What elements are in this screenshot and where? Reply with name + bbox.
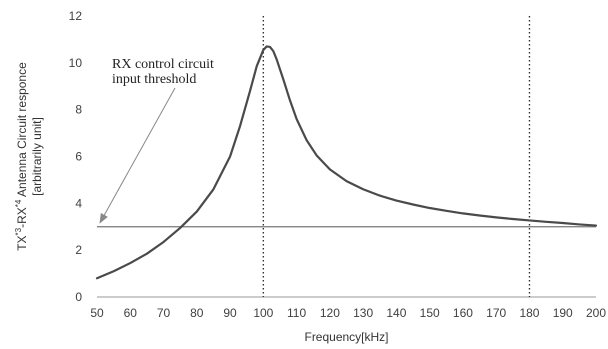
y-tick-label: 2	[75, 243, 82, 257]
y-title-superscript: *3	[14, 227, 23, 235]
x-tick-label: 120	[320, 306, 340, 320]
x-tick-label: 110	[287, 306, 306, 320]
x-tick-label: 150	[420, 306, 440, 320]
response-curve	[95, 45, 598, 280]
annotation-line-1: RX control circuit	[112, 57, 214, 72]
x-tick-label: 60	[124, 306, 138, 320]
x-tick-label: 160	[453, 306, 473, 320]
x-tick-label: 130	[353, 306, 373, 320]
x-tick-label: 80	[190, 306, 204, 320]
y-title-part: Antenna Circuit responce	[15, 62, 29, 200]
x-tick-label: 50	[90, 306, 104, 320]
x-tick-label: 190	[553, 306, 573, 320]
y-title-part: TX	[15, 235, 29, 250]
y-tick-label: 10	[69, 56, 83, 70]
y-tick-label: 6	[75, 150, 82, 164]
x-tick-label: 170	[486, 306, 506, 320]
x-tick-label: 200	[586, 306, 606, 320]
y-tick-label: 4	[75, 196, 82, 210]
x-tick-label: 100	[253, 306, 273, 320]
y-tick-label: 12	[69, 9, 83, 23]
x-tick-label: 70	[157, 306, 171, 320]
x-tick-label: 140	[386, 306, 406, 320]
y-axis-title-line-2: [arbitrarily unit]	[30, 117, 44, 196]
x-tick-label: 90	[223, 306, 237, 320]
y-title-superscript: *4	[14, 199, 23, 207]
y-title-part: -RX	[15, 207, 29, 228]
annotation-line-2: input threshold	[112, 72, 196, 87]
y-axis-title-line-1: TX*3-RX*4 Antenna Circuit responce	[14, 62, 29, 251]
x-axis-title: Frequency[kHz]	[304, 330, 388, 344]
y-tick-label: 0	[75, 290, 82, 304]
annotation-arrow	[99, 87, 176, 224]
x-tick-label: 180	[519, 306, 539, 320]
y-tick-label: 8	[75, 103, 82, 117]
